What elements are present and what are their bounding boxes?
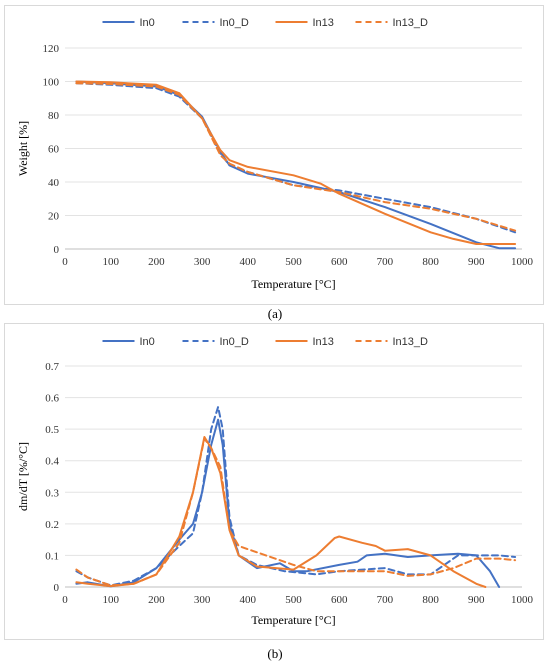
legend-label: In13_D	[393, 17, 429, 29]
series-line-in0	[75, 418, 501, 588]
x-axis-title: Temperature [°C]	[251, 277, 335, 291]
x-tick-label: 0	[62, 594, 68, 606]
x-tick-label: 300	[194, 594, 211, 606]
x-tick-label: 100	[102, 594, 119, 606]
x-tick-label: 0	[62, 256, 68, 268]
y-tick-label: 40	[48, 177, 60, 189]
y-axis-title: dm/dT [%/°C]	[16, 442, 30, 511]
series-line-in0-d	[75, 406, 517, 587]
y-tick-label: 0.5	[45, 424, 59, 436]
x-axis-title: Temperature [°C]	[251, 613, 335, 627]
y-tick-label: 0	[54, 244, 60, 256]
caption-a: (a)	[267, 306, 283, 321]
x-tick-label: 600	[331, 256, 348, 268]
y-tick-label: 120	[43, 43, 60, 55]
x-tick-label: 800	[422, 256, 439, 268]
y-tick-label: 100	[43, 77, 60, 89]
series-line-in13-d	[75, 437, 517, 587]
x-tick-label: 600	[331, 594, 348, 606]
y-tick-label: 20	[48, 211, 60, 223]
y-tick-label: 0.1	[45, 550, 59, 562]
chart-panel-a: 0 20 40 60 80 100 120 0 100 200 300 400 500 600 700 800…	[4, 5, 544, 305]
caption-b: (b)	[267, 646, 283, 661]
legend-label: In0	[140, 17, 155, 29]
y-tick-label: 0	[54, 582, 60, 594]
x-tick-label: 400	[240, 594, 257, 606]
legend-item: In13	[275, 17, 334, 29]
y-tick-label: 0.7	[45, 361, 59, 373]
series-line-in13-d	[75, 82, 517, 232]
legend-label: In13	[313, 336, 334, 348]
legend-label: In0	[140, 336, 155, 348]
x-tick-label: 400	[240, 256, 257, 268]
x-tick-label: 700	[377, 594, 394, 606]
x-tick-label: 700	[377, 256, 394, 268]
x-tick-label: 900	[468, 594, 485, 606]
legend-item: In13	[275, 336, 334, 348]
x-tick-label: 300	[194, 256, 211, 268]
x-tick-label: 100	[102, 256, 119, 268]
x-tick-label: 800	[422, 594, 439, 606]
x-tick-label: 200	[148, 256, 165, 268]
y-tick-label: 60	[48, 144, 60, 156]
x-tick-label: 900	[468, 256, 485, 268]
y-tick-label: 0.2	[45, 519, 59, 531]
legend-label: In0_D	[220, 17, 249, 29]
y-tick-label: 0.3	[45, 487, 59, 499]
y-axis-title: Weight [%]	[16, 121, 30, 176]
y-tick-label: 0.4	[45, 456, 59, 468]
series-line-in13	[75, 80, 517, 245]
x-tick-label: 1000	[511, 256, 534, 268]
legend-item: In13_D	[355, 17, 429, 29]
tga-weight-chart: 0 20 40 60 80 100 120 0 100 200 300 400 500 600 700 800…	[16, 17, 534, 291]
legend-item: In13_D	[355, 336, 429, 348]
legend-label: In13	[313, 17, 334, 29]
x-tick-label: 500	[285, 256, 302, 268]
chart-panel-b: 0 0.1 0.2 0.3 0.4 0.5 0.6 0.7 0 100 200 300 400 500 60…	[4, 323, 544, 640]
dtg-rate-chart: 0 0.1 0.2 0.3 0.4 0.5 0.6 0.7 0 100 200 300 400 500 60…	[16, 336, 534, 627]
legend-item: In0	[102, 336, 155, 348]
series-line-in0-d	[75, 82, 517, 234]
legend-item: In0	[102, 17, 155, 29]
x-tick-label: 500	[285, 594, 302, 606]
x-tick-label: 200	[148, 594, 165, 606]
x-tick-label: 1000	[511, 594, 534, 606]
legend-label: In13_D	[393, 336, 429, 348]
legend-item: In0_D	[182, 17, 249, 29]
y-tick-label: 0.6	[45, 393, 59, 405]
y-tick-label: 80	[48, 110, 60, 122]
legend-label: In0_D	[220, 336, 249, 348]
legend-item: In0_D	[182, 336, 249, 348]
series-line-in0	[75, 80, 517, 250]
